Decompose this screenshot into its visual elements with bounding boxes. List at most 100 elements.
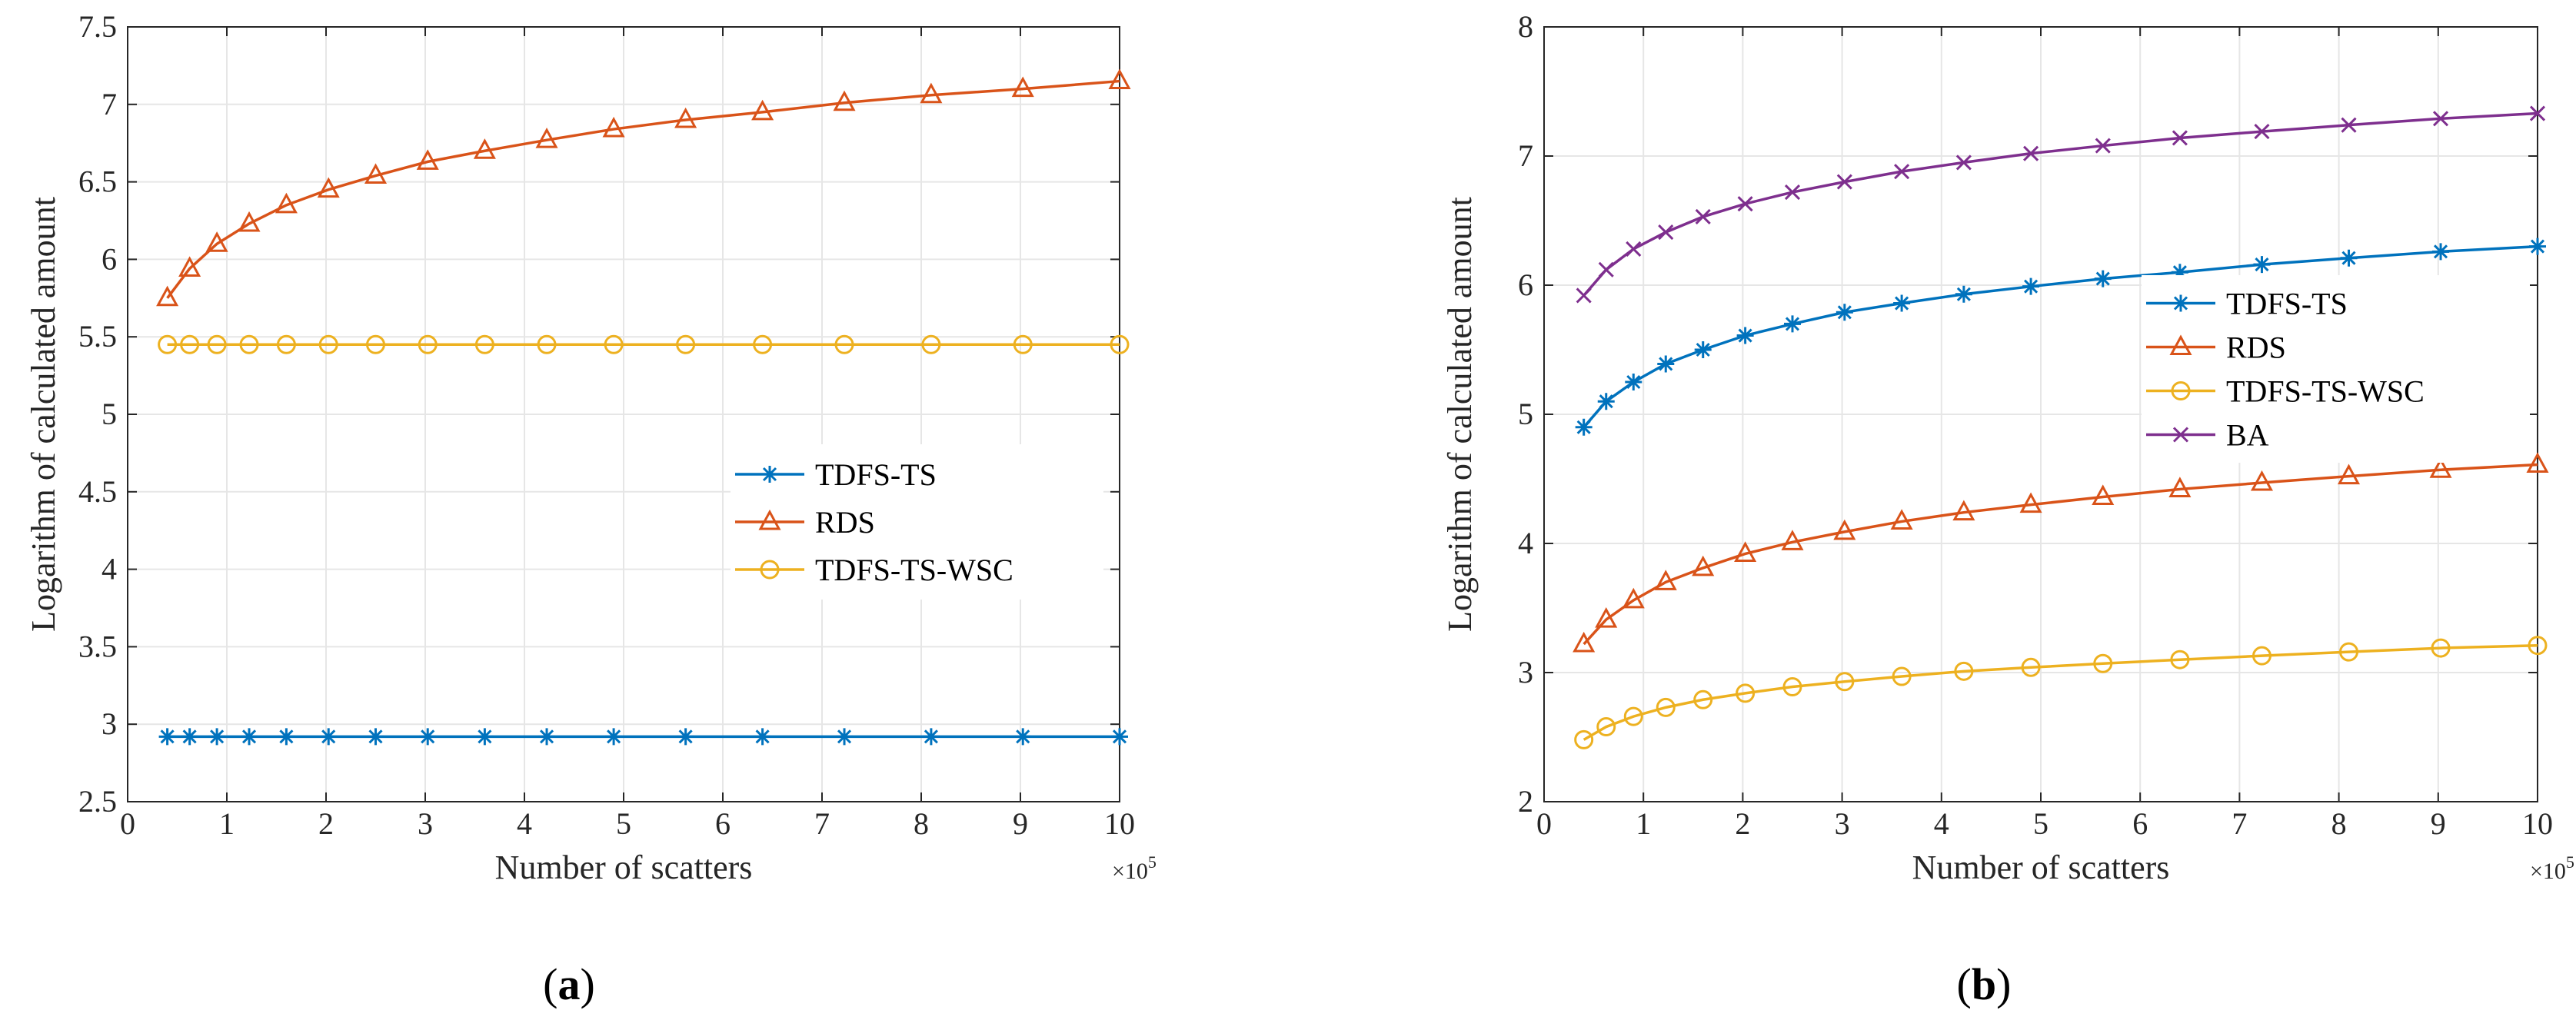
- data-point: [537, 334, 557, 354]
- data-point: [1955, 285, 1972, 303]
- legend: TDFS-TS RDS TDFS-TS-WSC: [731, 444, 1103, 600]
- data-point: [677, 728, 694, 746]
- data-point: [181, 728, 198, 746]
- legend-item: TDFS-TS: [2146, 287, 2348, 321]
- y-tick-label: 2: [1518, 784, 1533, 819]
- data-point: [2432, 243, 2450, 261]
- data-point: [2529, 238, 2546, 255]
- legend-marker: [758, 509, 781, 530]
- data-point: [1954, 661, 1974, 681]
- legend-item: RDS: [735, 505, 875, 540]
- data-point: [1784, 315, 1801, 333]
- data-point: [367, 728, 384, 746]
- y-tick-label: 6: [1518, 267, 1533, 302]
- x-tick-label: 9: [2431, 806, 2446, 841]
- y-tick-label: 5: [1518, 397, 1533, 431]
- data-point: [2171, 264, 2188, 281]
- y-tick-label: 3: [1518, 655, 1533, 689]
- x-tick-label: 5: [2033, 806, 2048, 841]
- legend-marker: [761, 466, 778, 483]
- data-point: [1894, 164, 1910, 180]
- data-point: [239, 334, 259, 354]
- legend-item: BA: [2146, 418, 2269, 453]
- data-point: [2432, 111, 2449, 127]
- x-tick-label: 2: [318, 806, 334, 841]
- legend-item: TDFS-TS-WSC: [735, 553, 1013, 587]
- y-tick-label: 3.5: [78, 629, 117, 663]
- legend-label: BA: [2226, 418, 2269, 453]
- y-tick-label: 4: [1518, 526, 1533, 560]
- y-tick-label: 8: [1518, 9, 1533, 44]
- x-tick-label: 8: [2331, 806, 2347, 841]
- data-point: [2021, 657, 2041, 677]
- series-tdfs-ts-wsc: [158, 334, 1130, 354]
- x-tick-label: 4: [517, 806, 532, 841]
- data-point: [241, 728, 258, 746]
- x-multiplier: ×105: [2530, 852, 2574, 884]
- panel-label: (a): [543, 959, 595, 1009]
- data-point: [366, 334, 385, 354]
- data-point: [754, 728, 771, 746]
- data-point: [1598, 261, 1614, 277]
- data-point: [364, 163, 388, 184]
- legend-label: TDFS-TS: [2226, 287, 2348, 321]
- data-point: [1656, 697, 1676, 717]
- legend-label: TDFS-TS-WSC: [2226, 374, 2425, 409]
- data-point: [418, 334, 438, 354]
- data-point: [2092, 484, 2115, 506]
- data-point: [753, 334, 773, 354]
- series-line: [166, 79, 1120, 299]
- data-point: [2095, 138, 2111, 154]
- legend-label: TDFS-TS-WSC: [815, 553, 1013, 587]
- y-tick-label: 7: [1518, 138, 1533, 173]
- y-tick-label: 4: [102, 552, 117, 586]
- x-tick-label: 5: [616, 806, 631, 841]
- data-point: [2341, 117, 2357, 133]
- data-point: [2168, 477, 2192, 497]
- data-point: [1952, 500, 1975, 521]
- data-point: [180, 334, 200, 354]
- data-point: [156, 285, 179, 307]
- data-point: [1574, 729, 1594, 749]
- data-point: [921, 334, 941, 354]
- series-line: [1583, 111, 2538, 297]
- data-point: [476, 728, 494, 746]
- data-point: [922, 728, 940, 746]
- y-tick-label: 7: [102, 87, 117, 121]
- data-point: [238, 211, 261, 232]
- x-tick-label: 3: [1835, 806, 1850, 841]
- data-point: [1111, 728, 1128, 746]
- data-point: [751, 99, 774, 121]
- y-axis-label: Logarithm of calculated amount: [25, 197, 62, 632]
- x-tick-label: 10: [2522, 806, 2553, 841]
- data-point: [1013, 334, 1033, 354]
- x-tick-label: 1: [1636, 806, 1651, 841]
- data-point: [1736, 683, 1756, 703]
- x-multiplier: ×105: [1112, 852, 1157, 884]
- x-tick-label: 9: [1013, 806, 1028, 841]
- data-point: [1695, 208, 1711, 225]
- data-point: [1658, 224, 1674, 241]
- data-point: [1835, 304, 1853, 321]
- data-point: [1576, 287, 1592, 304]
- data-point: [1110, 334, 1130, 354]
- x-tick-label: 6: [715, 806, 731, 841]
- data-point: [208, 728, 226, 746]
- data-point: [158, 334, 178, 354]
- legend-box: [2142, 275, 2530, 463]
- ticks: 0 1 2 3 4 5 6 7 8 9 10 2 3 4 5 6 7 8: [1518, 9, 2553, 841]
- series-rds: [156, 68, 1131, 307]
- x-tick-label: 7: [2232, 806, 2247, 841]
- data-point: [320, 728, 338, 746]
- data-point: [1892, 666, 1912, 686]
- y-tick-label: 6.5: [78, 164, 117, 199]
- data-point: [1836, 174, 1852, 190]
- data-point: [834, 334, 854, 354]
- data-point: [205, 231, 228, 252]
- x-tick-label: 7: [814, 806, 830, 841]
- y-tick-label: 7.5: [78, 9, 117, 44]
- data-point: [317, 177, 340, 198]
- y-axis-label: Logarithm of calculated amount: [1441, 197, 1479, 632]
- data-point: [1781, 530, 1804, 550]
- series-line: [1583, 463, 2538, 646]
